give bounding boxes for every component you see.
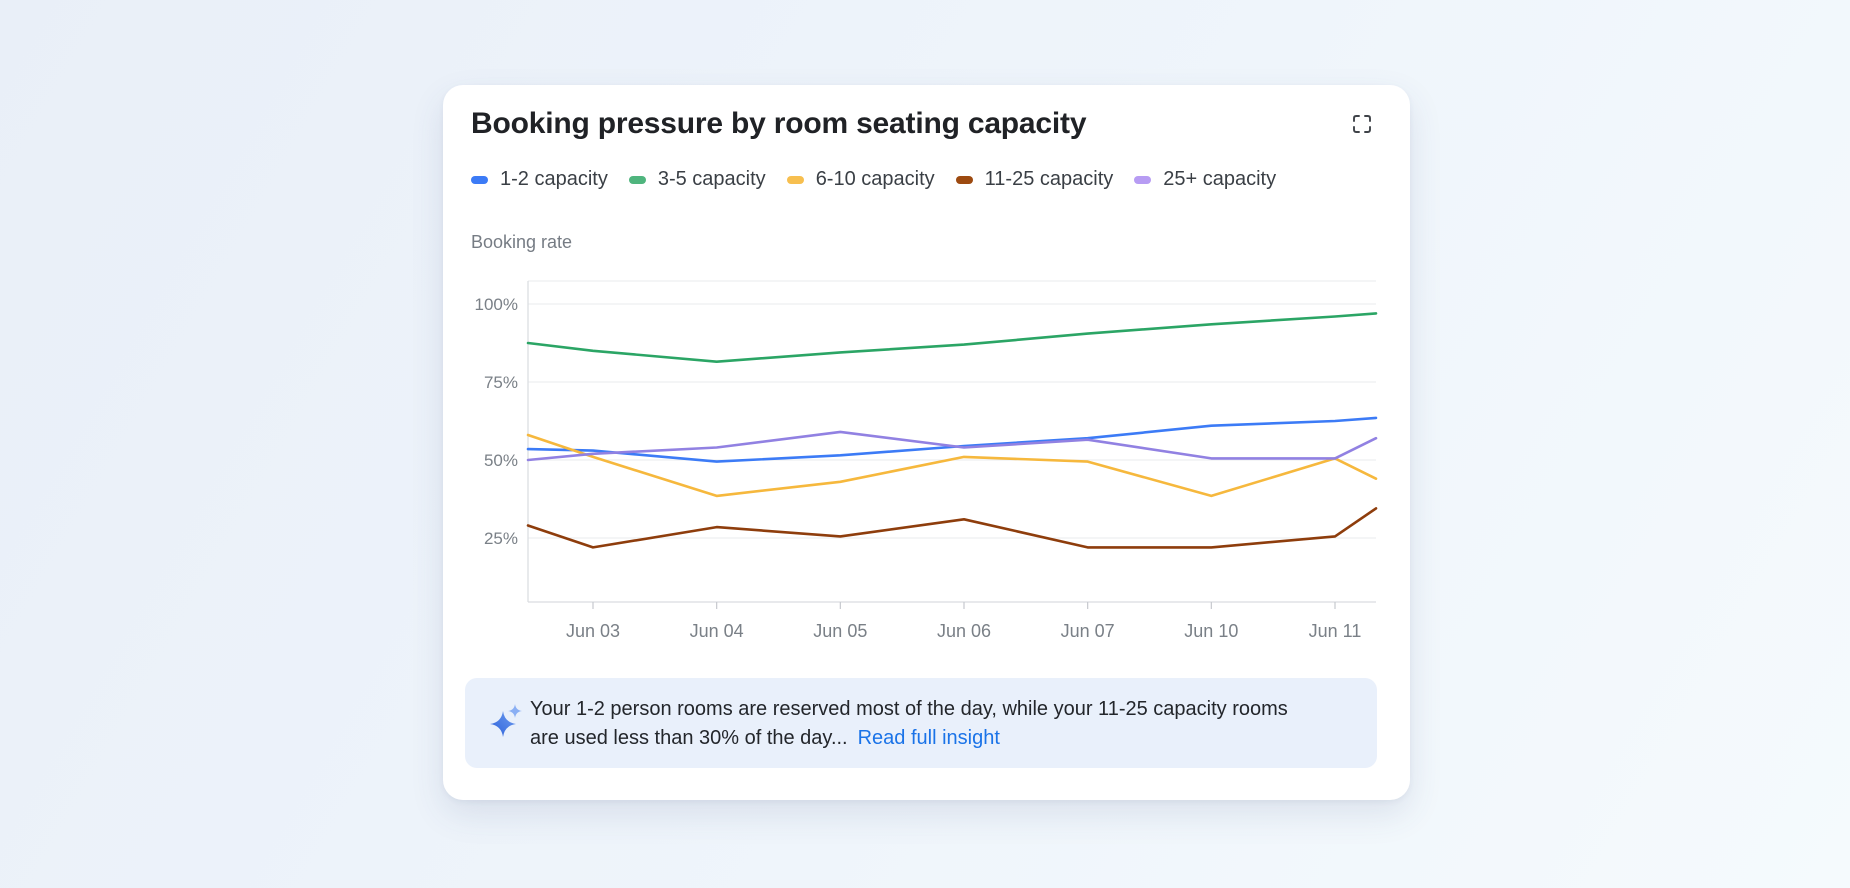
insight-line1: Your 1-2 person rooms are reserved most …	[530, 698, 1288, 720]
y-tick-label: 100%	[475, 295, 518, 314]
x-tick-label: Jun 10	[1184, 621, 1238, 641]
sparkle-icon	[490, 704, 522, 737]
y-tick-label: 75%	[484, 373, 518, 392]
fullscreen-expand-icon	[1353, 115, 1371, 133]
booking-pressure-chart: 100% 75% 50% 25% Jun 03 Jun 04 Jun 05 Jun 06 Jun…	[475, 280, 1378, 641]
card-title: Booking pressure by room seating capacit…	[471, 107, 1087, 140]
insight-text: Your 1-2 person rooms are reserved most …	[530, 695, 1353, 753]
series-line-1	[526, 416, 1378, 463]
booking-pressure-card: Booking pressure by room seating capacit…	[443, 85, 1410, 800]
legend-swatch-icon	[628, 175, 646, 184]
legend-swatch-icon	[1134, 175, 1152, 184]
legend-item-5[interactable]: 25+ capacity	[1134, 168, 1276, 191]
chart-legend: 1-2 capacity 3-5 capacity 6-10 capacity 11-…	[471, 168, 1276, 191]
y-axis-title: Booking rate	[471, 232, 573, 252]
series-line-2	[526, 312, 1378, 363]
insight-banner: Your 1-2 person rooms are reserved most …	[465, 678, 1377, 768]
legend-item-1[interactable]: 1-2 capacity	[471, 168, 608, 191]
x-tick-label: Jun 06	[937, 621, 991, 641]
legend-label: 1-2 capacity	[500, 168, 608, 190]
read-full-insight-link[interactable]: Read full insight	[857, 727, 1000, 749]
legend-item-2[interactable]: 3-5 capacity	[628, 168, 766, 191]
legend-label: 3-5 capacity	[657, 168, 766, 190]
x-tick-label: Jun 05	[813, 621, 867, 641]
x-tick-label: Jun 07	[1061, 621, 1115, 641]
series-line-4	[526, 507, 1378, 549]
y-tick-label: 25%	[484, 529, 518, 548]
legend-item-3[interactable]: 6-10 capacity	[786, 168, 935, 191]
legend-swatch-icon	[955, 175, 973, 184]
insight-line2: are used less than 30% of the day...	[530, 727, 848, 749]
legend-swatch-icon	[786, 175, 804, 184]
x-tick-label: Jun 03	[566, 621, 620, 641]
legend-label: 25+ capacity	[1163, 168, 1277, 190]
series-line-3	[526, 433, 1378, 498]
legend-swatch-icon	[471, 175, 488, 184]
series-line-5	[526, 430, 1378, 462]
y-tick-label: 50%	[484, 451, 518, 470]
legend-item-4[interactable]: 11-25 capacity	[955, 168, 1114, 191]
x-tick-label: Jun 11	[1309, 621, 1362, 641]
fullscreen-button[interactable]	[1349, 111, 1375, 137]
legend-label: 6-10 capacity	[815, 168, 935, 190]
x-tick-label: Jun 04	[690, 621, 744, 641]
legend-label: 11-25 capacity	[984, 168, 1114, 190]
